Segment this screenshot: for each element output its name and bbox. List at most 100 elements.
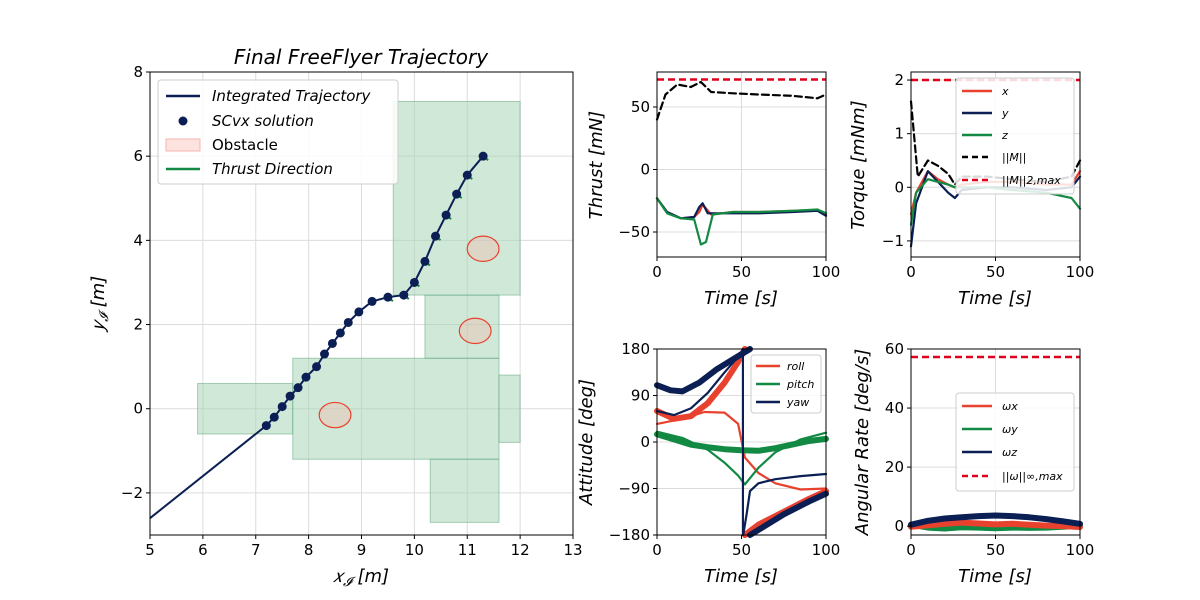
trajectory-xlabel: 𝑥𝓘 [m] bbox=[333, 566, 389, 590]
obstacle-3 bbox=[424, 294, 500, 359]
thrust-ticks: 0 50 100 −50 0 50 bbox=[618, 98, 840, 281]
trajectory-xtick-label-6: 11 bbox=[458, 541, 477, 559]
trajectory-ellipses bbox=[318, 235, 500, 429]
scvx-point-9 bbox=[335, 328, 345, 338]
obstacle-0 bbox=[197, 382, 294, 435]
thrust-ytick-label-1: 0 bbox=[640, 161, 650, 179]
torque-xlabel: Time [s] bbox=[958, 288, 1032, 309]
attitude-ylabel: Attitude [deg] bbox=[576, 379, 597, 506]
scvx-point-2 bbox=[277, 402, 287, 412]
trajectory-ytick-label-5: 8 bbox=[133, 63, 143, 81]
obstacle-2 bbox=[429, 458, 500, 523]
trajectory-ylabel: 𝑦𝓘 [m] bbox=[88, 276, 112, 334]
angular-rate-legend: ωx ωy ωz ||ω||∞,max bbox=[955, 392, 1075, 492]
trajectory-xtick-label-3: 8 bbox=[304, 541, 314, 559]
thrust-ytick-label-0: −50 bbox=[618, 223, 650, 241]
legend-scvx-label: SCvx solution bbox=[212, 112, 314, 130]
torque-xtick-label-2: 100 bbox=[1066, 263, 1095, 281]
angular-rate-xtick-label-2: 100 bbox=[1066, 541, 1095, 559]
trajectory-ytick-label-1: 0 bbox=[133, 400, 143, 418]
angular-rate-panel: 0 50 100 0 20 40 60 Time [s] Angular Rate [deg… bbox=[852, 340, 1094, 587]
thrust-xtick-label-2: 100 bbox=[812, 263, 841, 281]
keepout-ellipse-1 bbox=[458, 317, 492, 345]
angular-rate-lines bbox=[908, 355, 1083, 532]
angular-rate-ytick-label-3: 60 bbox=[885, 340, 904, 358]
attitude-panel: 0 50 100 −180 −90 0 90 180 Time [s] Attitude [d… bbox=[576, 340, 840, 587]
scvx-point-13 bbox=[383, 292, 393, 302]
torque-xtick-label-1: 50 bbox=[986, 263, 1005, 281]
trajectory-legend-box bbox=[157, 79, 399, 185]
attitude-legend-yaw-label: yaw bbox=[786, 396, 809, 409]
scvx-point-16 bbox=[420, 256, 430, 266]
torque-legend: x y z ||M|| ||M||2,max bbox=[955, 77, 1075, 195]
angular-rate-series-1 bbox=[908, 519, 1083, 530]
angular-rate-series-2 bbox=[908, 512, 1083, 528]
thrust-series-3 bbox=[655, 197, 828, 246]
torque-legend-x-label: x bbox=[1001, 85, 1009, 98]
trajectory-xtick-label-7: 12 bbox=[511, 541, 530, 559]
attitude-xlabel: Time [s] bbox=[704, 566, 778, 587]
keepout-ellipse-2 bbox=[466, 235, 500, 263]
legend-obstacle-swatch bbox=[165, 138, 201, 152]
legend-thrust-label: Thrust Direction bbox=[212, 160, 333, 178]
angular-rate-xtick-label-1: 50 bbox=[986, 541, 1005, 559]
thrust-panel: 0 50 100 −50 0 50 Time [s] Thrust [mN] bbox=[586, 71, 840, 309]
legend-integrated-label: Integrated Trajectory bbox=[212, 87, 372, 105]
thrust-series-0 bbox=[655, 80, 828, 121]
scvx-point-18 bbox=[441, 210, 451, 220]
scvx-point-15 bbox=[409, 277, 419, 287]
scvx-point-7 bbox=[319, 349, 329, 359]
attitude-series-0 bbox=[654, 346, 748, 422]
torque-ytick-label-1: 0 bbox=[894, 178, 904, 196]
trajectory-ytick-label-2: 2 bbox=[133, 316, 143, 334]
thrust-grid bbox=[656, 72, 827, 257]
scvx-point-4 bbox=[293, 383, 303, 393]
rate-legend-wx-label: ωx bbox=[1002, 400, 1018, 413]
angular-rate-ytick-label-2: 40 bbox=[885, 399, 904, 417]
torque-legend-y-label: y bbox=[1001, 107, 1009, 120]
trajectory-xtick-label-1: 6 bbox=[198, 541, 208, 559]
scvx-point-3 bbox=[285, 391, 295, 401]
angular-rate-xtick-label-0: 0 bbox=[906, 541, 916, 559]
thrust-xtick-label-0: 0 bbox=[652, 263, 662, 281]
angular-rate-ytick-label-1: 20 bbox=[885, 458, 904, 476]
attitude-series-2 bbox=[655, 410, 828, 491]
torque-ylabel: Torque [mNm] bbox=[848, 100, 869, 229]
scvx-point-14 bbox=[399, 290, 409, 300]
torque-ytick-label-0: −1 bbox=[882, 232, 904, 250]
attitude-legend-roll-label: roll bbox=[787, 360, 804, 373]
attitude-ytick-label-4: 180 bbox=[621, 340, 650, 358]
attitude-series-5 bbox=[654, 346, 753, 395]
attitude-legend: roll pitch yaw bbox=[750, 354, 822, 414]
attitude-xtick-label-2: 100 bbox=[812, 541, 841, 559]
thrust-ytick-label-2: 50 bbox=[631, 98, 650, 116]
scvx-point-19 bbox=[452, 189, 462, 199]
torque-xtick-label-0: 0 bbox=[906, 263, 916, 281]
scvx-point-8 bbox=[327, 338, 337, 348]
attitude-series-4 bbox=[655, 430, 828, 486]
trajectory-title: Final FreeFlyer Trajectory bbox=[234, 45, 489, 69]
trajectory-xtick-label-0: 5 bbox=[145, 541, 155, 559]
obstacle-5 bbox=[498, 374, 521, 443]
torque-legend-norm-label: ||M|| bbox=[1002, 151, 1026, 164]
angular-rate-ticks: 0 50 100 0 20 40 60 bbox=[885, 340, 1094, 559]
angular-rate-xlabel: Time [s] bbox=[958, 566, 1032, 587]
attitude-series-7 bbox=[655, 347, 745, 417]
attitude-ytick-label-3: 90 bbox=[631, 387, 650, 405]
rate-legend-wz-label: ωz bbox=[1002, 446, 1017, 459]
trajectory-ytick-label-4: 6 bbox=[133, 147, 143, 165]
attitude-lines bbox=[654, 346, 829, 538]
thrust-xtick-label-1: 50 bbox=[732, 263, 751, 281]
thrust-lines bbox=[655, 78, 828, 246]
torque-legend-box bbox=[955, 77, 1075, 195]
trajectory-ticks: 5 6 7 8 9 10 11 12 13 −2 0 2 4 6 8 bbox=[121, 63, 583, 559]
scvx-point-12 bbox=[367, 296, 377, 306]
thrust-ylabel: Thrust [mN] bbox=[586, 111, 607, 219]
attitude-series-3 bbox=[654, 431, 829, 454]
trajectory-xtick-label-4: 9 bbox=[357, 541, 367, 559]
thrust-xlabel: Time [s] bbox=[704, 288, 778, 309]
attitude-legend-box bbox=[750, 354, 822, 414]
